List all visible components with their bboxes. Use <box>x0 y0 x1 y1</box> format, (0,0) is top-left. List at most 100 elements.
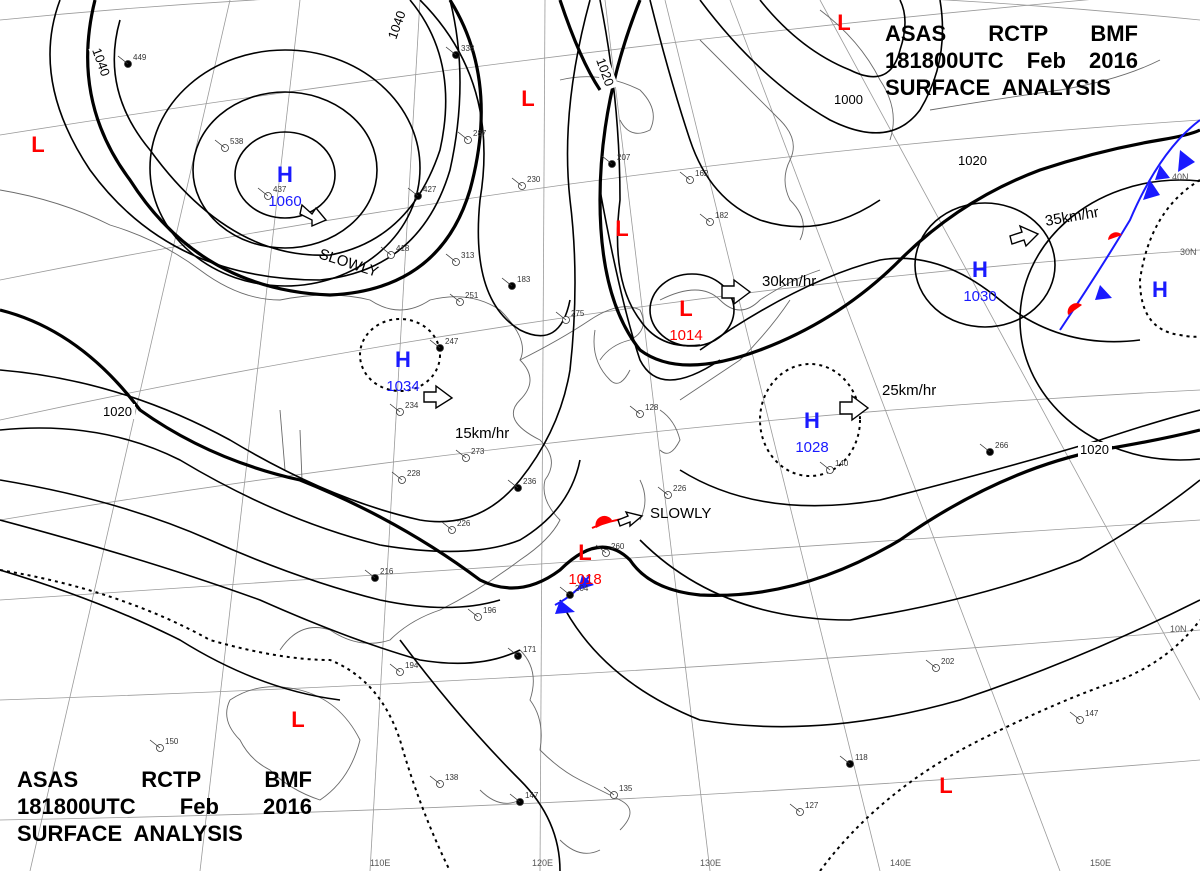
station-plot: 147 <box>509 791 539 806</box>
latitude-label: 30N <box>1180 247 1197 257</box>
dotted-isobars <box>0 179 1200 871</box>
station-plot: 138 <box>429 773 459 788</box>
station-plot: 171 <box>507 645 537 660</box>
station-plot: 216 <box>364 567 394 582</box>
station-pressure: 150 <box>165 737 179 746</box>
station-pressure: 202 <box>941 657 955 666</box>
movement-label: SLOWLY <box>650 505 711 522</box>
low-pressure-center: L 1014 <box>669 296 702 344</box>
station-pressure: 216 <box>380 567 394 576</box>
station-pressure: 437 <box>273 185 287 194</box>
station-pressure: 449 <box>133 53 147 62</box>
station-plot: 260 <box>595 542 625 557</box>
station-pressure: 204 <box>575 584 589 593</box>
bold-isobars <box>0 0 1200 597</box>
center-pressure-value: 1018 <box>568 571 601 588</box>
low-symbol: L <box>31 132 44 157</box>
center-pressure-value: 1060 <box>268 193 301 210</box>
header-title: SURFACE ANALYSIS <box>17 821 243 846</box>
coastlines <box>0 9 1161 854</box>
pressure-centers: H 1060 H 1034 L 1014 H 1028 H 1030 H L 1018 L L L L L L <box>31 10 1168 798</box>
high-symbol: H <box>395 347 411 372</box>
header-title: SURFACE ANALYSIS <box>885 75 1111 100</box>
movement-label: 25km/hr <box>882 382 936 399</box>
isobar-label: 1020 <box>103 404 132 419</box>
low-pressure-center: L 1018 <box>568 540 601 588</box>
station-pressure: 260 <box>611 542 625 551</box>
low-pressure-center: L <box>521 86 534 111</box>
low-symbol: L <box>837 10 850 35</box>
station-pressure: 171 <box>523 645 537 654</box>
low-pressure-center: L <box>291 707 304 732</box>
header-top-right-line1: ASAS RCTP BMF <box>885 20 1138 47</box>
station-pressure: 287 <box>473 129 487 138</box>
station-pressure: 230 <box>527 175 541 184</box>
center-pressure-value: 1034 <box>386 378 419 395</box>
station-plot: 128 <box>629 403 659 418</box>
isobar-label: 1040 <box>385 9 409 41</box>
labels: SLOWLY15km/hr30km/hr25km/hr35km/hrSLOWLY… <box>88 5 1197 868</box>
station-pressure: 194 <box>405 661 419 670</box>
header-top-right: ASAS RCTP BMF 181800UTC Feb 2016 SURFACE… <box>885 20 1138 101</box>
low-pressure-center: L <box>939 773 952 798</box>
station-plot: 150 <box>149 737 179 752</box>
station-pressure: 427 <box>423 185 437 194</box>
station-plot: 196 <box>467 606 497 621</box>
station-plot: 251 <box>449 291 479 306</box>
station-pressure: 236 <box>523 477 537 486</box>
station-plot: 207 <box>601 153 631 168</box>
station-plot: 287 <box>457 129 487 144</box>
station-plot: 338 <box>445 44 475 59</box>
station-plot: 449 <box>117 53 147 68</box>
high-pressure-center: H 1028 <box>795 408 828 456</box>
movement-label: 35km/hr <box>1044 204 1100 230</box>
station-pressure: 207 <box>617 153 631 162</box>
header-year: 2016 <box>1089 48 1138 73</box>
station-pressure: 138 <box>445 773 459 782</box>
high-pressure-center: H <box>1152 277 1168 302</box>
header-bottom-left-line1: ASAS RCTP BMF <box>17 766 312 793</box>
station-plot: 236 <box>507 477 537 492</box>
header-year: 2016 <box>263 794 312 819</box>
station-pressure: 135 <box>619 784 633 793</box>
station-plots: 449 538 437 427 418 313 338 287 230 207 162 182 183 2… <box>117 44 1099 816</box>
station-plot: 228 <box>391 469 421 484</box>
center-pressure-value: 1014 <box>669 327 702 344</box>
header-code: BMF <box>1090 21 1138 46</box>
longitude-label: 150E <box>1090 858 1111 868</box>
isobar-label: 1020 <box>1080 442 1109 457</box>
movement-label: 30km/hr <box>762 273 816 290</box>
high-symbol: H <box>804 408 820 433</box>
longitude-label: 140E <box>890 858 911 868</box>
isobar-label: 1020 <box>958 153 987 168</box>
latitude-label: 10N <box>1170 624 1187 634</box>
isobar-label: 1040 <box>89 46 113 78</box>
low-symbol: L <box>679 296 692 321</box>
header-top-right-line2: 181800UTC Feb 2016 <box>885 47 1138 74</box>
high-symbol: H <box>277 162 293 187</box>
station-plot: 204 <box>559 584 589 599</box>
header-month: Feb <box>1026 48 1066 73</box>
station-plot: 427 <box>407 185 437 200</box>
isobar-label: 1000 <box>834 92 863 107</box>
station-plot: 234 <box>389 401 419 416</box>
station-pressure: 251 <box>465 291 479 300</box>
high-pressure-center: H 1060 <box>268 162 301 210</box>
station-plot: 183 <box>501 275 531 290</box>
movement-arrows <box>299 203 1040 528</box>
station-plot: 118 <box>839 753 868 768</box>
station-plot: 162 <box>679 169 709 184</box>
header-bottom-left-line2: 181800UTC Feb 2016 <box>17 793 312 820</box>
station-pressure: 118 <box>855 753 868 762</box>
high-pressure-center: H 1030 <box>963 257 996 305</box>
station-pressure: 196 <box>483 606 497 615</box>
low-pressure-center: L <box>31 132 44 157</box>
station-pressure: 313 <box>461 251 475 260</box>
station-plot: 182 <box>699 211 729 226</box>
front-cold-triangles <box>555 150 1195 614</box>
low-symbol: L <box>615 216 628 241</box>
station-plot: 140 <box>819 459 849 474</box>
